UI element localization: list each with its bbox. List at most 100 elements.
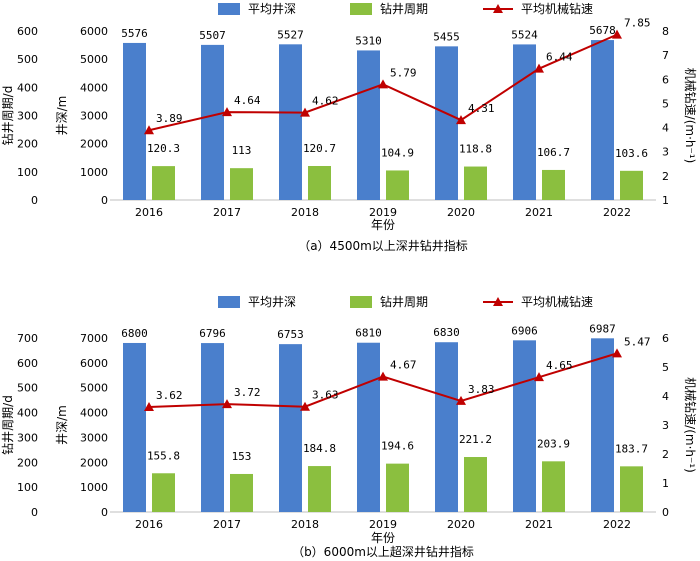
rop-marker-2021 bbox=[534, 63, 544, 73]
data-label-cycle: 203.9 bbox=[537, 437, 570, 450]
bar-depth-2022 bbox=[591, 40, 614, 200]
data-label-cycle: 183.7 bbox=[615, 442, 648, 455]
bar-depth-2016 bbox=[123, 42, 146, 201]
data-label-depth: 5524 bbox=[511, 28, 538, 41]
rop-tick-label: 5 bbox=[662, 97, 669, 110]
data-label-rop: 4.31 bbox=[468, 102, 495, 115]
x-tick-label: 2019 bbox=[369, 518, 397, 531]
y-axis-title-rop: 机械钻速/(m·h⁻¹) bbox=[683, 377, 698, 473]
legend: 平均井深 钻井周期 平均机械钻速 bbox=[218, 294, 593, 309]
depth-tick-label: 2000 bbox=[80, 138, 108, 151]
cycle-tick-label: 0 bbox=[31, 506, 38, 519]
rop-marker-2018 bbox=[300, 107, 310, 117]
data-label-cycle: 106.7 bbox=[537, 146, 570, 159]
rop-marker-2019 bbox=[378, 79, 388, 89]
cycle-tick-label: 400 bbox=[17, 81, 38, 94]
depth-tick-label: 3000 bbox=[80, 110, 108, 123]
rop-tick-label: 6 bbox=[662, 332, 669, 345]
bar-depth-2016 bbox=[123, 342, 146, 512]
data-label-depth: 5576 bbox=[121, 27, 148, 40]
data-label-rop: 7.85 bbox=[624, 17, 651, 30]
legend-label-cycle: 钻井周期 bbox=[380, 1, 428, 16]
bar-cycle-2019 bbox=[386, 463, 409, 512]
x-tick-label: 2017 bbox=[213, 518, 241, 531]
bar-cycle-2019 bbox=[386, 170, 409, 200]
bar-depth-2017 bbox=[201, 44, 224, 200]
rop-marker-2019 bbox=[378, 371, 388, 381]
data-label-cycle: 184.8 bbox=[303, 442, 336, 455]
depth-tick-label: 5000 bbox=[80, 382, 108, 395]
x-tick-label: 2020 bbox=[447, 518, 475, 531]
x-tick-label: 2018 bbox=[291, 206, 319, 219]
depth-tick-label: 2000 bbox=[80, 456, 108, 469]
data-label-rop: 3.63 bbox=[312, 389, 339, 402]
x-tick-label: 2016 bbox=[135, 518, 163, 531]
rop-marker-2021 bbox=[534, 372, 544, 382]
y-axis-title-rop: 机械钻速/(m·h⁻¹) bbox=[683, 68, 698, 164]
cycle-tick-label: 600 bbox=[17, 357, 38, 370]
x-tick-label: 2020 bbox=[447, 206, 475, 219]
legend-label-cycle: 钻井周期 bbox=[380, 294, 428, 309]
data-label-rop: 4.67 bbox=[390, 359, 417, 372]
x-tick-label: 2021 bbox=[525, 206, 553, 219]
bar-cycle-2022 bbox=[620, 170, 643, 200]
bar-depth-2018 bbox=[279, 344, 302, 512]
x-tick-label: 2017 bbox=[213, 206, 241, 219]
depth-tick-label: 4000 bbox=[80, 407, 108, 420]
cycle-tick-label: 200 bbox=[17, 456, 38, 469]
bar-cycle-2021 bbox=[542, 461, 565, 512]
rop-tick-label: 3 bbox=[662, 146, 669, 159]
depth-tick-label: 3000 bbox=[80, 431, 108, 444]
data-label-depth: 5507 bbox=[199, 29, 226, 42]
depth-tick-label: 5000 bbox=[80, 53, 108, 66]
figure-caption: （a）4500m以上深井钻井指标 bbox=[298, 238, 468, 253]
data-label-cycle: 153 bbox=[232, 450, 252, 463]
rop-tick-label: 1 bbox=[662, 477, 669, 490]
rop-tick-label: 2 bbox=[662, 170, 669, 183]
bar-cycle-2017 bbox=[230, 168, 253, 200]
cycle-tick-label: 500 bbox=[17, 53, 38, 66]
chart-panel-b: 平均井深 钻井周期 平均机械钻速01002003004005006007000100… bbox=[0, 294, 698, 559]
rop-marker-2017 bbox=[222, 399, 232, 409]
data-label-depth: 6753 bbox=[277, 328, 304, 341]
rop-marker-2016 bbox=[144, 402, 154, 412]
data-label-depth: 6800 bbox=[121, 327, 148, 340]
rop-tick-label: 3 bbox=[662, 419, 669, 432]
data-label-rop: 3.89 bbox=[156, 112, 183, 125]
rop-marker-2022 bbox=[612, 29, 622, 39]
bar-cycle-2017 bbox=[230, 473, 253, 512]
bar-cycle-2016 bbox=[152, 473, 175, 512]
data-label-rop: 5.79 bbox=[390, 66, 417, 79]
depth-tick-label: 4000 bbox=[80, 81, 108, 94]
bar-depth-2017 bbox=[201, 343, 224, 512]
cycle-tick-label: 700 bbox=[17, 332, 38, 345]
rop-tick-label: 0 bbox=[662, 506, 669, 519]
bar-depth-2019 bbox=[357, 50, 380, 201]
data-label-rop: 3.83 bbox=[468, 383, 495, 396]
x-axis-title: 年份 bbox=[371, 218, 395, 232]
cycle-tick-label: 100 bbox=[17, 481, 38, 494]
legend: 平均井深 钻井周期 平均机械钻速 bbox=[218, 1, 593, 16]
cycle-tick-label: 300 bbox=[17, 110, 38, 123]
rop-marker-2020 bbox=[456, 115, 466, 125]
depth-tick-label: 0 bbox=[101, 194, 108, 207]
legend-label-depth: 平均井深 bbox=[248, 2, 296, 16]
x-tick-label: 2018 bbox=[291, 518, 319, 531]
cycle-tick-label: 600 bbox=[17, 25, 38, 38]
data-label-cycle: 120.7 bbox=[303, 142, 336, 155]
data-label-depth: 6796 bbox=[199, 327, 226, 340]
depth-tick-label: 1000 bbox=[80, 166, 108, 179]
cycle-tick-label: 400 bbox=[17, 407, 38, 420]
data-label-rop: 3.72 bbox=[234, 386, 261, 399]
data-label-cycle: 104.9 bbox=[381, 146, 414, 159]
data-label-rop: 3.62 bbox=[156, 389, 183, 402]
data-label-cycle: 118.8 bbox=[459, 143, 492, 156]
data-label-cycle: 113 bbox=[232, 144, 252, 157]
legend-swatch-cycle bbox=[350, 296, 372, 308]
y-axis-title-cycle: 钻井周期/d bbox=[0, 395, 15, 455]
data-label-cycle: 194.6 bbox=[381, 440, 414, 453]
y-axis-title-depth: 井深/m bbox=[55, 96, 69, 136]
data-label-rop: 4.65 bbox=[546, 359, 573, 372]
x-tick-label: 2016 bbox=[135, 206, 163, 219]
